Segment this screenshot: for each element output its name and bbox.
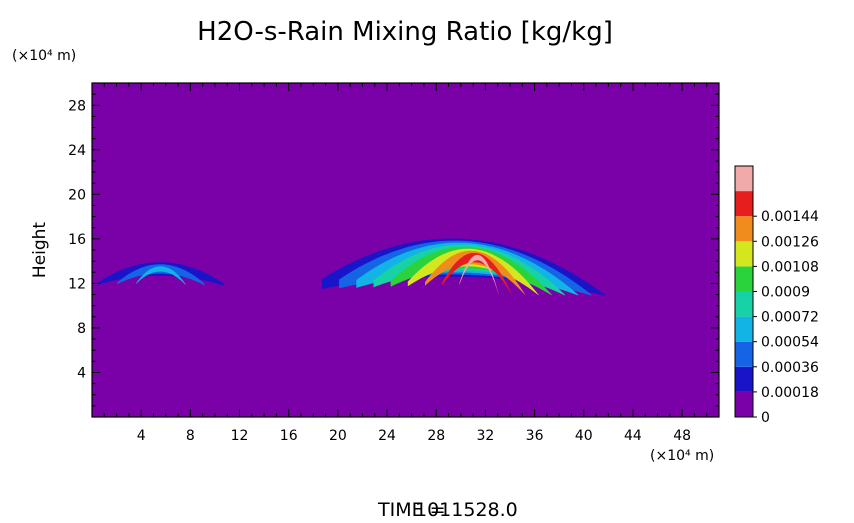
x-tick-label: 4 — [137, 428, 146, 444]
plot-features — [98, 238, 605, 296]
colorbar-label: 0.00126 — [761, 234, 819, 250]
colorbar-label: 0.0009 — [761, 285, 810, 301]
x-tick-label: 44 — [624, 428, 642, 444]
x-tick-label: 36 — [526, 428, 544, 444]
colorbar-label: 0.00054 — [761, 335, 819, 351]
rain-contour-band — [390, 246, 552, 296]
y-axis-unit: (×10⁴ m) — [12, 48, 76, 64]
y-tick-label: 8 — [77, 321, 86, 337]
colorbar-swatch — [735, 166, 753, 192]
y-tick-label: 20 — [68, 187, 86, 203]
rain-contour-band — [117, 264, 205, 286]
colorbar-label: 0.00018 — [761, 385, 819, 401]
x-tick-label: 24 — [378, 428, 396, 444]
colorbar-swatch — [735, 266, 753, 292]
y-tick-label: 28 — [68, 98, 86, 114]
colorbar-swatch — [735, 291, 753, 317]
rain-contour-band — [136, 266, 186, 285]
colorbar-swatch — [735, 391, 753, 417]
colorbar-label: 0 — [761, 410, 770, 426]
colorbar-swatch — [735, 241, 753, 267]
rain-contour-band — [98, 262, 224, 286]
colorbar-label: 0.00144 — [761, 209, 819, 225]
rain-contour-band — [459, 254, 499, 296]
x-tick-label: 12 — [231, 428, 249, 444]
rain-contour-band — [407, 248, 539, 296]
colorbar-swatch — [735, 216, 753, 242]
y-tick-label: 16 — [68, 232, 86, 248]
rain-contour-band — [425, 250, 526, 296]
y-tick-label: 4 — [77, 365, 86, 381]
y-tick-label: 24 — [68, 143, 86, 159]
colorbar-swatch — [735, 341, 753, 367]
y-axis-label: Height — [30, 222, 50, 279]
x-tick-label: 20 — [329, 428, 347, 444]
colorbar-label: 0.00072 — [761, 310, 819, 326]
colorbar-label: 0.00036 — [761, 360, 819, 376]
colorbar: 0 0.00018 0.00036 0.00054 0.00072 0.0009 0.001… — [734, 165, 819, 426]
x-tick-label: 32 — [476, 428, 494, 444]
x-tick-label: 8 — [186, 428, 195, 444]
x-tick-label: 48 — [673, 428, 691, 444]
chart-title: H2O-s-Rain Mixing Ratio [kg/kg] — [197, 17, 613, 47]
colorbar-swatch — [735, 316, 753, 342]
colorbar-swatch — [735, 191, 753, 217]
x-tick-label: 40 — [575, 428, 593, 444]
colorbar-label: 0.00108 — [761, 259, 819, 275]
rain-contour-band — [373, 244, 565, 296]
x-tick-label: 28 — [427, 428, 445, 444]
time-value: 1011528.0 — [415, 499, 518, 519]
time-label: TIME = — [377, 499, 446, 519]
colorbar-swatch — [735, 366, 753, 392]
rain-contour-band — [442, 252, 513, 296]
x-axis-unit: (×10⁴ m) — [650, 448, 714, 464]
y-tick-label: 12 — [68, 276, 86, 292]
x-tick-label: 16 — [280, 428, 298, 444]
